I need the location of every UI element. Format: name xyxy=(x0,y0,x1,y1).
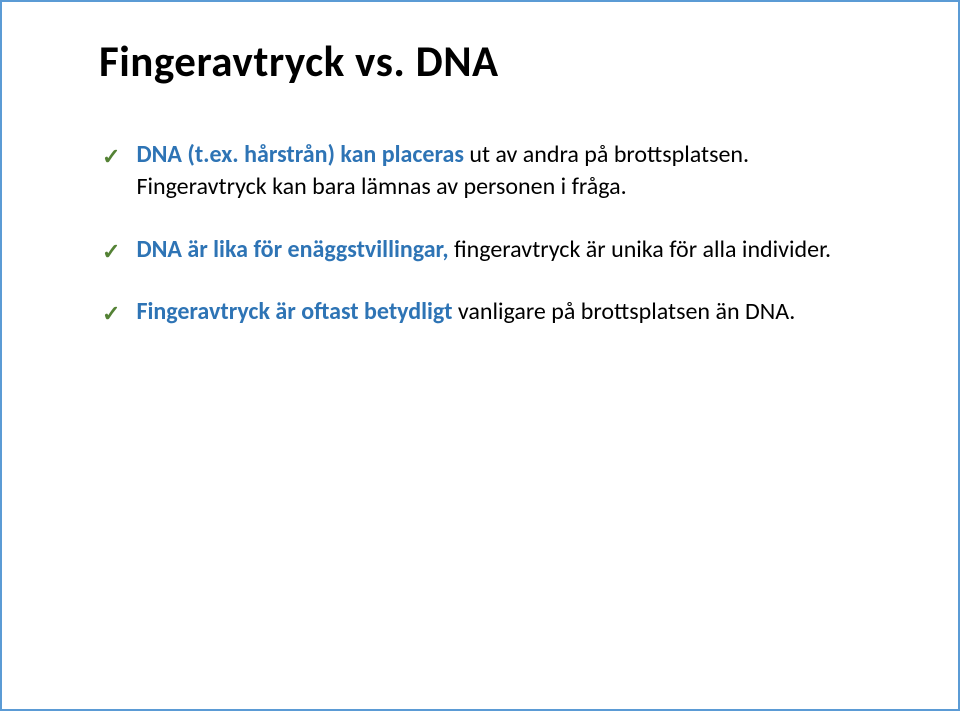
slide-content: ✓ DNA (t.ex. hårstrån) kan placeras ut a… xyxy=(102,139,878,359)
list-item: ✓ Fingeravtryck är oftast betydligt vanl… xyxy=(102,296,878,329)
list-item-body: Fingeravtryck är oftast betydligt vanlig… xyxy=(136,296,795,328)
list-item-plain: vanligare på brottsplatsen än DNA. xyxy=(452,297,795,326)
list-item-strong: Fingeravtryck är oftast betydligt xyxy=(136,297,452,326)
slide-frame: Fingeravtryck vs. DNA ✓ DNA (t.ex. hårst… xyxy=(0,0,960,711)
list-item: ✓ DNA är lika för enäggstvillingar, fing… xyxy=(102,234,878,267)
list-item-strong: DNA (t.ex. hårstrån) kan placeras xyxy=(136,140,463,169)
list-item-body: DNA (t.ex. hårstrån) kan placeras ut av … xyxy=(136,139,878,204)
check-icon: ✓ xyxy=(102,142,120,172)
check-icon: ✓ xyxy=(102,299,120,329)
list-item: ✓ DNA (t.ex. hårstrån) kan placeras ut a… xyxy=(102,139,878,204)
check-icon: ✓ xyxy=(102,237,120,267)
list-item-body: DNA är lika för enäggstvillingar, finger… xyxy=(136,234,831,266)
list-item-strong: DNA är lika för enäggstvillingar, xyxy=(136,235,448,264)
list-item-plain: fingeravtryck är unika för alla individe… xyxy=(449,235,832,264)
slide-title: Fingeravtryck vs. DNA xyxy=(99,35,499,88)
